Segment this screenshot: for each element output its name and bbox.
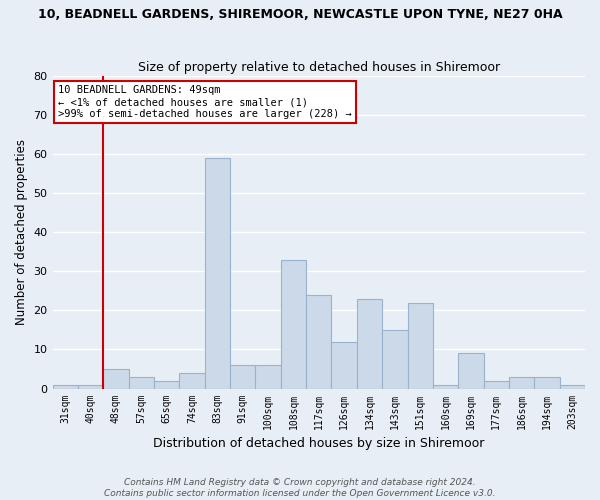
Text: 10, BEADNELL GARDENS, SHIREMOOR, NEWCASTLE UPON TYNE, NE27 0HA: 10, BEADNELL GARDENS, SHIREMOOR, NEWCAST… xyxy=(38,8,562,20)
Bar xyxy=(484,380,509,388)
Bar xyxy=(458,354,484,388)
Bar xyxy=(205,158,230,388)
Bar xyxy=(256,365,281,388)
Bar xyxy=(281,260,306,388)
Bar xyxy=(306,295,331,388)
Bar xyxy=(53,384,78,388)
Bar xyxy=(407,302,433,388)
Title: Size of property relative to detached houses in Shiremoor: Size of property relative to detached ho… xyxy=(138,60,500,74)
Bar xyxy=(331,342,357,388)
Bar xyxy=(103,369,128,388)
Text: Contains HM Land Registry data © Crown copyright and database right 2024.
Contai: Contains HM Land Registry data © Crown c… xyxy=(104,478,496,498)
Text: 10 BEADNELL GARDENS: 49sqm
← <1% of detached houses are smaller (1)
>99% of semi: 10 BEADNELL GARDENS: 49sqm ← <1% of deta… xyxy=(58,86,352,118)
Bar xyxy=(382,330,407,388)
Y-axis label: Number of detached properties: Number of detached properties xyxy=(15,140,28,326)
Bar xyxy=(357,298,382,388)
Bar xyxy=(154,380,179,388)
Bar xyxy=(433,384,458,388)
Bar xyxy=(534,377,560,388)
Bar xyxy=(230,365,256,388)
Bar xyxy=(509,377,534,388)
Bar xyxy=(560,384,585,388)
Bar xyxy=(78,384,103,388)
Bar xyxy=(179,373,205,388)
X-axis label: Distribution of detached houses by size in Shiremoor: Distribution of detached houses by size … xyxy=(153,437,484,450)
Bar xyxy=(128,377,154,388)
